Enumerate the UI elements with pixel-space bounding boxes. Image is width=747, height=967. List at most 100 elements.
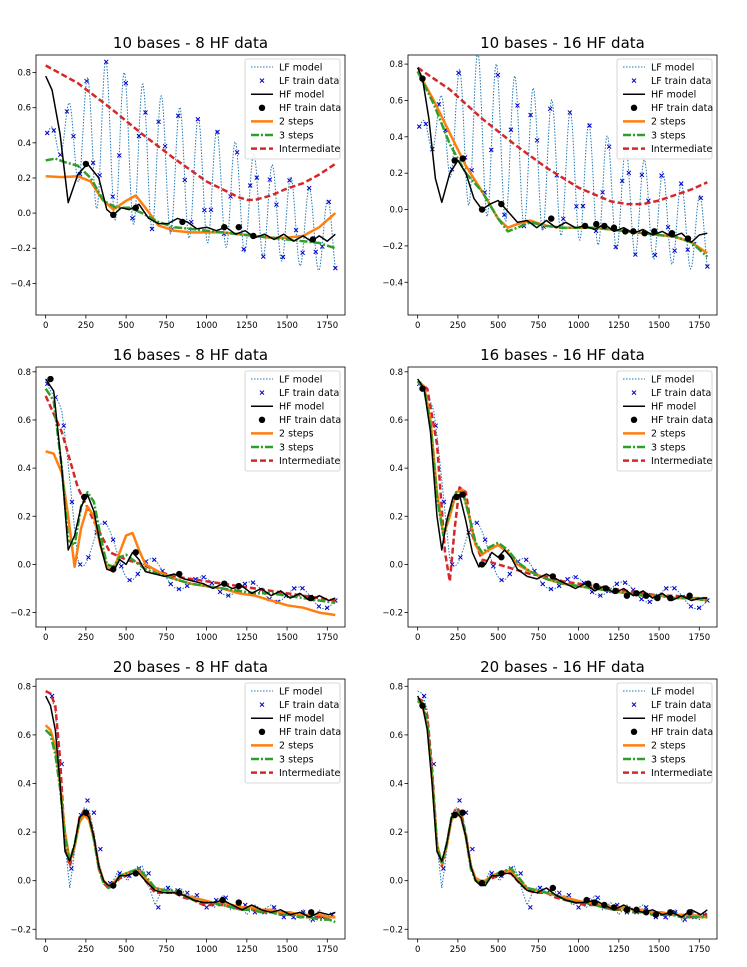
legend-entry-lf-model: LF model (623, 62, 694, 73)
lf-train-marker (217, 589, 223, 595)
lf-train-marker (306, 185, 312, 191)
legend-label: HF train data (279, 415, 341, 426)
hf-train-marker (549, 884, 557, 892)
hf-train-marker (81, 493, 88, 501)
legend-label: 2 steps (651, 117, 686, 128)
lf-train-marker (659, 173, 664, 178)
hf-train-marker (250, 232, 257, 240)
series-2-steps (45, 450, 336, 617)
chart-title: 16 bases - 8 HF data (113, 346, 268, 364)
hf-train-marker (419, 385, 426, 392)
x-tick-label: 750 (530, 945, 546, 955)
lf-train-marker (567, 110, 573, 115)
lf-train-marker (523, 557, 529, 563)
series-3-steps (416, 70, 709, 258)
x-tick-label: 1750 (316, 633, 338, 643)
x-tick-label: 250 (450, 633, 466, 643)
lf-train-marker (130, 215, 135, 221)
legend-entry-lf-train-data: LF train data (631, 700, 711, 711)
legend-entry-lf-train-data: LF train data (259, 700, 339, 711)
legend-label: LF model (279, 686, 322, 697)
lf-train-marker (441, 499, 447, 505)
legend-label: HF train data (651, 415, 713, 426)
legend-label: LF model (651, 374, 694, 385)
y-tick-label: 0.8 (389, 60, 403, 70)
lf-train-marker (116, 153, 122, 158)
lf-train-marker (44, 130, 50, 136)
lf-train-marker (271, 905, 277, 910)
lf-train-marker (488, 147, 494, 153)
legend: LF model LF train data HF model HF train da… (616, 370, 713, 472)
lf-train-marker (560, 216, 566, 222)
axes-frame (407, 678, 718, 940)
legend-label: LF model (279, 374, 322, 385)
lf-train-marker (423, 121, 429, 127)
lf-train-marker (118, 563, 124, 569)
lf-train-marker (614, 581, 620, 587)
lf-train-marker (652, 252, 658, 258)
lf-train-marker (225, 593, 231, 598)
lf-train-marker (162, 143, 168, 149)
lf-train-marker (457, 798, 462, 803)
lf-train-marker (91, 810, 97, 815)
y-tick-label: −0.4 (382, 278, 403, 288)
legend-label: LF train data (279, 388, 339, 399)
lf-train-marker (672, 248, 677, 253)
hf-train-marker (602, 585, 610, 592)
lf-train-marker (537, 885, 543, 891)
hf-train-marker (601, 222, 608, 230)
y-tick-label: 0.6 (389, 416, 403, 426)
legend-marker-dot (258, 416, 266, 423)
x-tick-label: 1750 (316, 945, 338, 955)
x-tick-label: 1250 (608, 633, 630, 643)
plot-area (44, 59, 338, 272)
x-tick-label: 1500 (648, 633, 670, 643)
series-hf-model (417, 67, 708, 244)
lf-train-marker (547, 106, 553, 112)
legend-entry-intermediate: Intermediate (623, 456, 712, 467)
lf-train-marker (672, 585, 677, 591)
series-lf-model (45, 60, 336, 272)
chart-panel-6: 20 bases - 16 HF data 0 250 500 750 1000 1250 1… (382, 658, 718, 955)
legend-entry-2-steps: 2 steps (623, 741, 686, 752)
lf-train-marker (619, 178, 625, 184)
y-tick-label: 0.4 (389, 133, 403, 143)
legend-label: Intermediate (651, 144, 712, 155)
legend-entry-lf-model: LF model (251, 374, 322, 385)
hf-train-marker (591, 899, 598, 906)
hf-train-marker (221, 223, 228, 231)
legend-label: HF train data (279, 727, 341, 738)
hf-train-marker (219, 896, 226, 904)
lf-train-marker (69, 499, 75, 505)
hf-train-marker (652, 911, 660, 918)
lf-train-marker (313, 249, 319, 255)
lf-train-marker (241, 246, 247, 252)
lf-train-marker (643, 905, 649, 910)
x-tick-label: 0 (415, 633, 420, 643)
hf-train-marker (132, 204, 139, 212)
lf-train-marker (143, 110, 148, 115)
legend-entry-intermediate: Intermediate (623, 144, 712, 155)
y-tick-label: 0.4 (17, 464, 31, 474)
lf-train-marker (202, 207, 207, 213)
y-tick-label: 0.2 (389, 169, 403, 179)
hf-train-marker (593, 220, 600, 228)
hf-train-marker (308, 594, 315, 602)
lf-train-marker (613, 244, 619, 250)
hf-train-marker (235, 899, 242, 906)
lf-train-marker (490, 563, 496, 569)
lf-train-marker (98, 846, 103, 852)
legend-label: Intermediate (651, 768, 712, 779)
lf-train-marker (639, 172, 645, 178)
lf-train-marker (595, 895, 601, 901)
series-intermediate (416, 66, 708, 206)
legend-label: HF model (279, 402, 324, 413)
legend-label: LF model (651, 62, 694, 73)
lf-train-marker (103, 59, 109, 65)
y-tick-label: −0.2 (382, 609, 403, 619)
legend-entry-2-steps: 2 steps (251, 117, 314, 128)
legend-entry-hf-train-data: HF train data (258, 727, 341, 738)
legend-entry-hf-model: HF model (251, 714, 324, 725)
plot-area (416, 55, 710, 270)
lf-train-marker (247, 183, 253, 188)
